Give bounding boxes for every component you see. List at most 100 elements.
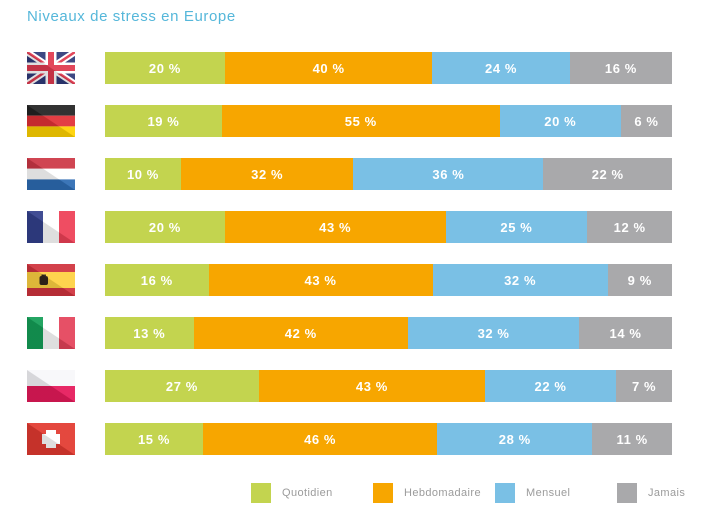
flag-switzerland <box>27 423 75 455</box>
legend-label: Quotidien <box>282 487 333 499</box>
chart-row-switzerland: 15 % 46 % 28 % 11 % <box>27 423 672 455</box>
bar-segment-mensuel: 28 % <box>437 423 593 455</box>
flag-netherlands <box>27 158 75 190</box>
stacked-bar-united-kingdom: 20 % 40 % 24 % 16 % <box>105 52 672 84</box>
segment-value-label: 13 % <box>133 325 166 341</box>
chart-row-germany: 19 % 55 % 20 % 6 % <box>27 105 672 137</box>
stacked-bar-chart: 20 % 40 % 24 % 16 % 19 % 55 % 20 % 6 % 10 % 32 % 3… <box>27 52 673 476</box>
legend-label: Mensuel <box>526 487 571 499</box>
flag-united-kingdom <box>27 52 75 84</box>
segment-value-label: 15 % <box>137 431 170 447</box>
segment-value-label: 7 % <box>631 378 657 394</box>
bar-segment-hebdomadaire: 43 % <box>258 370 485 402</box>
segment-value-label: 16 % <box>140 272 173 288</box>
segment-value-label: 20 % <box>148 60 181 76</box>
stacked-bar-switzerland: 15 % 46 % 28 % 11 % <box>105 423 672 455</box>
bar-segment-quotidien: 16 % <box>105 264 209 296</box>
segment-value-label: 12 % <box>613 219 646 235</box>
bar-segment-hebdomadaire: 42 % <box>193 317 409 349</box>
segment-value-label: 43 % <box>304 272 337 288</box>
segment-value-label: 42 % <box>284 325 317 341</box>
bar-segment-quotidien: 10 % <box>105 158 181 190</box>
segment-value-label: 40 % <box>312 60 345 76</box>
chart-row-france: 20 % 43 % 25 % 12 % <box>27 211 673 243</box>
stacked-bar-italy: 13 % 42 % 32 % 14 % <box>105 317 672 349</box>
legend-swatch-mensuel <box>495 483 515 503</box>
bar-segment-quotidien: 20 % <box>105 52 225 84</box>
legend-label: Hebdomadaire <box>404 487 481 499</box>
chart-title: Niveaux de stress en Europe <box>27 8 236 25</box>
bar-segment-quotidien: 13 % <box>105 317 194 349</box>
stacked-bar-poland: 27 % 43 % 22 % 7 % <box>105 370 672 402</box>
bar-segment-quotidien: 27 % <box>105 370 259 402</box>
chart-row-spain: 16 % 43 % 32 % 9 % <box>27 264 672 296</box>
segment-value-label: 55 % <box>344 113 377 129</box>
bar-segment-mensuel: 32 % <box>408 317 580 349</box>
bar-segment-jamais: 6 % <box>621 105 672 137</box>
bar-segment-quotidien: 19 % <box>105 105 222 137</box>
bar-segment-quotidien: 20 % <box>105 211 225 243</box>
bar-segment-jamais: 9 % <box>607 264 672 296</box>
bar-segment-mensuel: 36 % <box>353 158 544 190</box>
flag-spain <box>27 264 75 296</box>
segment-value-label: 10 % <box>126 166 159 182</box>
legend-item-hebdomadaire: Hebdomadaire <box>373 483 495 503</box>
bar-segment-hebdomadaire: 43 % <box>224 211 446 243</box>
flag-germany <box>27 105 75 137</box>
segment-value-label: 16 % <box>604 60 637 76</box>
legend-swatch-jamais <box>617 483 637 503</box>
bar-segment-jamais: 16 % <box>569 52 672 84</box>
segment-value-label: 28 % <box>498 431 531 447</box>
legend-swatch-hebdomadaire <box>373 483 393 503</box>
segment-value-label: 27 % <box>165 378 198 394</box>
bar-segment-hebdomadaire: 32 % <box>180 158 354 190</box>
segment-value-label: 43 % <box>319 219 352 235</box>
segment-value-label: 22 % <box>591 166 624 182</box>
legend-label: Jamais <box>648 487 686 499</box>
segment-value-label: 32 % <box>504 272 537 288</box>
bar-segment-hebdomadaire: 55 % <box>221 105 500 137</box>
legend-swatch-quotidien <box>251 483 271 503</box>
segment-value-label: 25 % <box>500 219 533 235</box>
chart-row-poland: 27 % 43 % 22 % 7 % <box>27 370 672 402</box>
legend-item-quotidien: Quotidien <box>251 483 373 503</box>
chart-legend: Quotidien Hebdomadaire Mensuel Jamais <box>251 483 713 503</box>
segment-value-label: 43 % <box>355 378 388 394</box>
segment-value-label: 20 % <box>544 113 577 129</box>
stacked-bar-spain: 16 % 43 % 32 % 9 % <box>105 264 672 296</box>
bar-segment-jamais: 22 % <box>543 158 672 190</box>
bar-segment-mensuel: 32 % <box>432 264 608 296</box>
stacked-bar-netherlands: 10 % 32 % 36 % 22 % <box>105 158 672 190</box>
segment-value-label: 20 % <box>148 219 181 235</box>
legend-item-mensuel: Mensuel <box>495 483 617 503</box>
bar-segment-mensuel: 20 % <box>499 105 621 137</box>
chart-row-italy: 13 % 42 % 32 % 14 % <box>27 317 672 349</box>
bar-segment-quotidien: 15 % <box>105 423 203 455</box>
segment-value-label: 9 % <box>627 272 652 288</box>
segment-value-label: 36 % <box>432 166 465 182</box>
bar-segment-hebdomadaire: 40 % <box>224 52 433 84</box>
chart-row-netherlands: 10 % 32 % 36 % 22 % <box>27 158 672 190</box>
bar-segment-mensuel: 24 % <box>432 52 570 84</box>
flag-france <box>27 211 75 243</box>
bar-segment-jamais: 11 % <box>592 423 672 455</box>
flag-poland <box>27 370 75 402</box>
bar-segment-hebdomadaire: 46 % <box>202 423 438 455</box>
segment-value-label: 32 % <box>251 166 284 182</box>
segment-value-label: 6 % <box>634 113 659 129</box>
legend-item-jamais: Jamais <box>617 483 713 503</box>
bar-segment-jamais: 12 % <box>587 211 673 243</box>
segment-value-label: 14 % <box>609 325 642 341</box>
bar-segment-mensuel: 25 % <box>445 211 588 243</box>
bar-segment-hebdomadaire: 43 % <box>208 264 433 296</box>
chart-row-united-kingdom: 20 % 40 % 24 % 16 % <box>27 52 672 84</box>
bar-segment-jamais: 7 % <box>616 370 672 402</box>
stacked-bar-france: 20 % 43 % 25 % 12 % <box>105 211 673 243</box>
bar-segment-jamais: 14 % <box>579 317 672 349</box>
segment-value-label: 11 % <box>616 431 648 447</box>
flag-italy <box>27 317 75 349</box>
segment-value-label: 32 % <box>477 325 510 341</box>
segment-value-label: 19 % <box>147 113 180 129</box>
bar-segment-mensuel: 22 % <box>484 370 617 402</box>
segment-value-label: 22 % <box>534 378 567 394</box>
